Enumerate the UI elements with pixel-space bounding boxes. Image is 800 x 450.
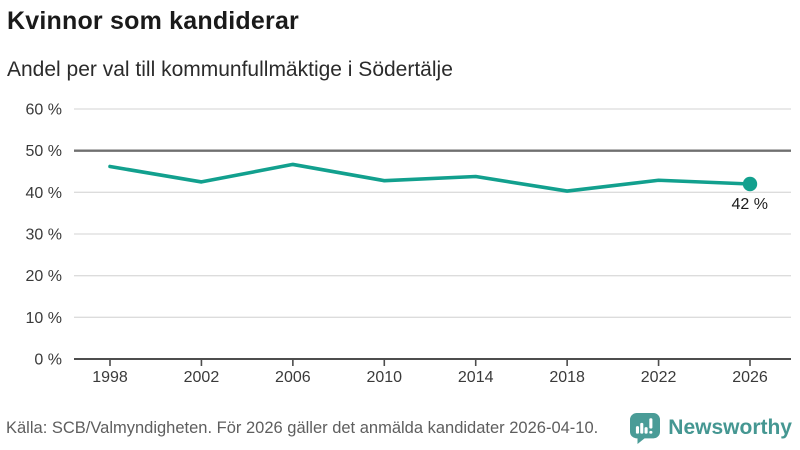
end-point-label: 42 %	[732, 196, 768, 213]
chart-series: 42 %	[108, 162, 768, 213]
line-chart: 0 % 10 % 20 % 30 % 40 % 50 % 60 % 1998 2002 2006…	[26, 102, 791, 386]
page-subtitle: Andel per val till kommunfullmäktige i S…	[7, 58, 453, 81]
y-axis-tick-label: 40 %	[26, 185, 62, 202]
y-axis-tick-label: 30 %	[26, 227, 62, 244]
footer: Källa: SCB/Valmyndigheten. För 2026 gäll…	[0, 410, 800, 450]
x-axis-tick-label: 2002	[184, 369, 220, 386]
y-axis-tick-label: 0 %	[34, 352, 62, 369]
y-axis-tick-label: 20 %	[26, 268, 62, 285]
source-note: Källa: SCB/Valmyndigheten. För 2026 gäll…	[6, 418, 599, 437]
x-axis-tick-label: 2022	[641, 369, 677, 386]
page-title: Kvinnor som kandiderar	[7, 7, 299, 35]
newsworthy-speech-bubble-chart-icon	[630, 412, 661, 444]
newsworthy-logo[interactable]: Newsworthy	[630, 412, 792, 444]
x-axis-tick-label: 1998	[92, 369, 128, 386]
data-line	[108, 162, 752, 193]
y-axis-tick-label: 60 %	[26, 102, 62, 119]
y-axis-tick-label: 50 %	[26, 143, 62, 160]
x-axis-tick-label: 2026	[732, 369, 768, 386]
brand-name: Newsworthy	[668, 416, 792, 439]
x-axis-tick-label: 2010	[366, 369, 402, 386]
chart-axes: 1998 2002 2006 2010 2014 2018 2022 2026	[74, 358, 791, 386]
x-axis-tick-label: 2018	[549, 369, 585, 386]
chart-grid: 0 % 10 % 20 % 30 % 40 % 50 % 60 %	[26, 102, 791, 369]
x-axis-tick-label: 2006	[275, 369, 311, 386]
x-axis-tick-label: 2014	[458, 369, 494, 386]
end-point-marker	[742, 176, 758, 192]
y-axis-tick-label: 10 %	[26, 310, 62, 327]
